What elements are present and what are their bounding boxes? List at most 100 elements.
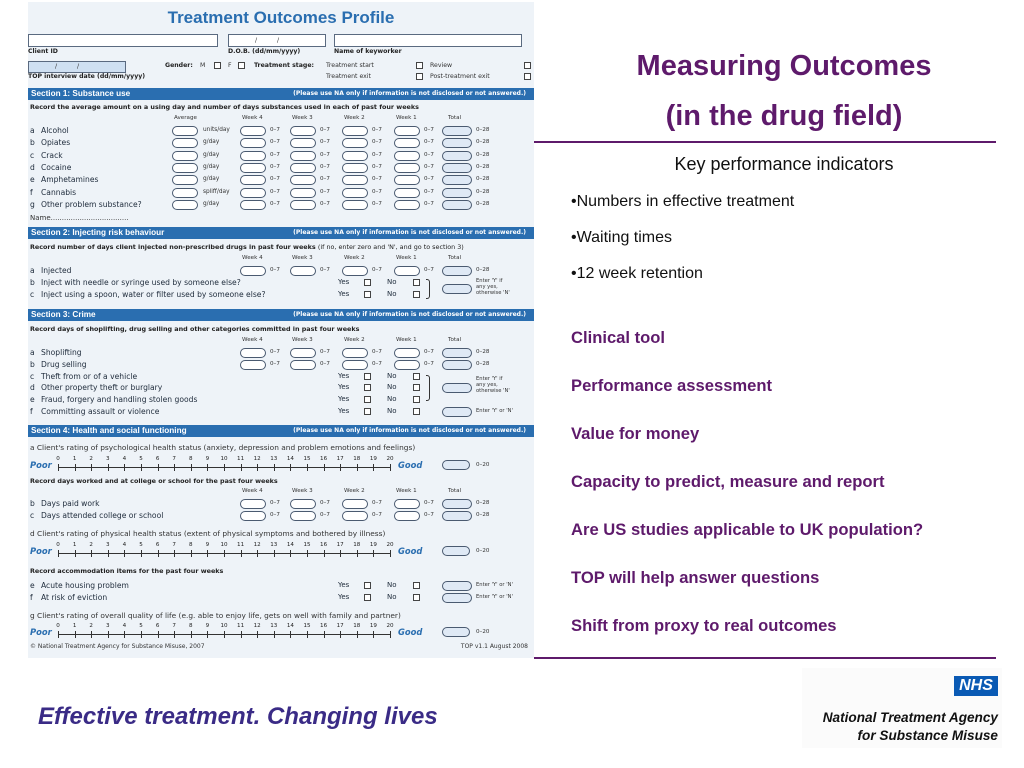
range-0-7: 0–7 xyxy=(320,176,330,183)
scale-number: 17 xyxy=(336,623,344,629)
row-label: Drug selling xyxy=(41,359,87,369)
range-0-28: 0–28 xyxy=(476,127,490,133)
scale-number: 6 xyxy=(155,456,160,462)
range-0-7: 0–7 xyxy=(424,176,434,183)
note-line: any yes, xyxy=(476,382,498,388)
section3-header: Section 3: Crime (Please use NA only if i… xyxy=(28,309,534,321)
week-box xyxy=(342,138,368,149)
scale-tick xyxy=(224,464,225,471)
range-0-7: 0–7 xyxy=(424,139,434,146)
scale-tick xyxy=(290,464,292,471)
range-0-7: 0–7 xyxy=(424,512,434,518)
no-checkbox xyxy=(413,594,420,601)
week-box xyxy=(394,359,420,370)
week-box xyxy=(394,126,420,136)
scale-number: 8 xyxy=(189,542,193,548)
range-0-28: 0–28 xyxy=(476,139,490,146)
scale-tick xyxy=(207,550,209,557)
scale-number: 10 xyxy=(220,623,228,629)
row-label: Opiates xyxy=(41,138,71,148)
week-box xyxy=(342,499,368,509)
range-0-7: 0–7 xyxy=(372,163,382,170)
bottom-divider xyxy=(534,657,996,659)
scale-tick xyxy=(340,631,342,638)
scale-number: 5 xyxy=(139,542,143,548)
range-0-7: 0–7 xyxy=(320,127,330,133)
scale-tick xyxy=(390,631,391,638)
average-box xyxy=(172,126,198,136)
answer-box xyxy=(442,407,472,417)
scale-number: 14 xyxy=(286,623,294,629)
range-0-7: 0–7 xyxy=(270,200,280,207)
week-box xyxy=(342,348,368,358)
row-letter: b xyxy=(30,278,35,287)
range-0-7: 0–7 xyxy=(424,500,434,506)
yes-label: Yes xyxy=(338,278,350,286)
scale-tick xyxy=(157,550,159,557)
stage-post-exit-checkbox xyxy=(524,73,531,80)
scale-number: 7 xyxy=(172,623,176,629)
no-label: No xyxy=(387,407,397,415)
scale-number: 11 xyxy=(237,623,245,629)
row-unit: g/day xyxy=(203,163,220,170)
scale-number: 13 xyxy=(270,542,278,548)
form-footer-copyright: © National Treatment Agency for Substanc… xyxy=(30,643,205,650)
range-0-7: 0–7 xyxy=(320,188,330,195)
section3-instruction: Record days of shoplifting, drug selling… xyxy=(30,325,360,333)
week-box xyxy=(342,187,368,198)
section2-title: Section 2: Injecting risk behaviour xyxy=(31,228,165,237)
yes-label: Yes xyxy=(338,290,350,298)
range-0-28: 0–28 xyxy=(476,267,490,273)
row-unit: g/day xyxy=(203,176,220,183)
total-box xyxy=(442,499,472,509)
dob-label: D.O.B. (dd/mm/yyyy) xyxy=(228,48,301,55)
rating-scale-row: Poor 0 1 2 3 4 5 6 7 8 9 10 11 12 13 14 15 16 17 18 19 20 Good… xyxy=(28,456,534,473)
scale-number: 15 xyxy=(303,623,311,629)
total-box xyxy=(442,150,472,161)
scale-tick xyxy=(124,464,126,471)
enter-y-or-n-note: Enter 'Y' or 'N' xyxy=(476,594,513,600)
scale-number: 0 xyxy=(56,623,60,629)
scale-tick xyxy=(141,464,142,471)
section2-header: Section 2: Injecting risk behaviour (Plea… xyxy=(28,227,534,239)
kpi-item: •Waiting times xyxy=(571,229,673,246)
rating-scale-row: Poor 0 1 2 3 4 5 6 7 8 9 10 11 12 13 14 15 16 17 18 19 20 Good… xyxy=(28,542,534,559)
total-box xyxy=(442,187,472,198)
scale-number: 4 xyxy=(122,623,127,629)
range-0-7: 0–7 xyxy=(424,151,434,158)
form-row: a Alcohol units/day 0–7 0–7 0–7 0–7 0–28 xyxy=(28,125,534,137)
row-letter: b xyxy=(30,359,35,369)
col-header: Week 2 xyxy=(344,337,365,343)
form-row: e Acute housing problem Yes No Enter 'Y' or … xyxy=(28,580,534,592)
rating-box xyxy=(442,546,470,556)
row-label: Fraud, forgery and handling stolen goods xyxy=(41,395,198,405)
answer-box xyxy=(442,284,472,294)
scale-tick xyxy=(58,631,59,638)
scale-number: 11 xyxy=(237,542,245,548)
scale-number: 5 xyxy=(139,456,143,462)
poor-label: Poor xyxy=(30,460,52,470)
scale-number: 7 xyxy=(172,456,176,462)
scale-tick xyxy=(356,631,358,638)
form-row: g Other problem substance? g/day 0–7 0–7 0–7 0… xyxy=(28,199,534,211)
form-row: f Committing assault or violence Yes No xyxy=(28,406,534,418)
scale-tick xyxy=(224,550,225,557)
scale-tick xyxy=(74,464,76,471)
total-box xyxy=(442,126,472,136)
week-box xyxy=(240,175,266,186)
col-header: Week 2 xyxy=(344,488,365,494)
scale-number: 16 xyxy=(320,623,328,629)
week-box xyxy=(240,359,266,370)
yes-label: Yes xyxy=(338,383,350,392)
scale-number: 6 xyxy=(155,623,160,629)
scale-tick xyxy=(58,464,59,471)
scale-number: 15 xyxy=(303,456,311,462)
week-box xyxy=(240,138,266,149)
row-letter: a xyxy=(30,348,35,357)
scale-number: 18 xyxy=(353,456,361,462)
col-header: Week 1 xyxy=(396,115,417,121)
row-label: Cocaine xyxy=(41,162,72,172)
scale-tick xyxy=(373,464,375,471)
section4-q-a: a Client's rating of psychological healt… xyxy=(30,443,416,452)
range-0-28: 0–28 xyxy=(476,349,490,355)
